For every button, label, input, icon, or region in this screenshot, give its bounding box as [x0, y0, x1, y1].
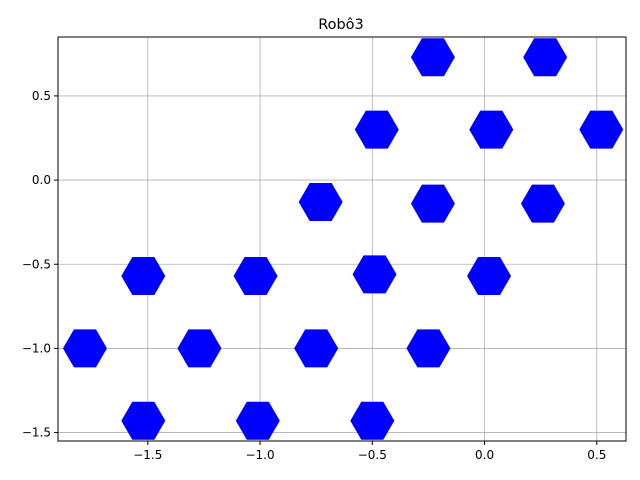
data-point-hexagon [467, 257, 512, 296]
data-markers [62, 38, 624, 440]
data-point-hexagon [233, 257, 278, 296]
data-point-hexagon [121, 257, 166, 296]
data-point-hexagon [352, 255, 397, 294]
y-tick-label: 0.0 [32, 173, 51, 187]
data-point-hexagon [235, 401, 280, 440]
chart-title: Robô3 [318, 17, 364, 33]
data-point-hexagon [410, 184, 455, 223]
data-point-hexagon [121, 401, 166, 440]
axes-frame [57, 36, 627, 442]
x-tick-label: −0.5 [358, 448, 387, 462]
plot-frame [57, 36, 627, 442]
x-tick-label: −1.5 [133, 448, 162, 462]
y-tick-label: −1.0 [22, 341, 51, 355]
data-point-hexagon [410, 38, 455, 77]
data-point-hexagon [294, 329, 339, 368]
data-point-hexagon [523, 38, 568, 77]
y-tick-label: −1.5 [22, 426, 51, 440]
data-point-hexagon [298, 182, 343, 221]
x-tick-label: 0.0 [475, 448, 494, 462]
x-tick-label: −1.0 [245, 448, 274, 462]
x-tick-label: 0.5 [587, 448, 606, 462]
y-tick-label: 0.5 [32, 89, 51, 103]
data-point-hexagon [177, 329, 222, 368]
data-point-hexagon [354, 110, 399, 149]
data-point-hexagon [579, 110, 624, 149]
data-point-hexagon [406, 329, 451, 368]
data-point-hexagon [469, 110, 514, 149]
data-point-hexagon [350, 401, 395, 440]
y-tick-label: −0.5 [22, 257, 51, 271]
data-point-hexagon [62, 329, 107, 368]
ticks: −1.5 −1.0 −0.5 0.0 0.5 −1.5 −1.0 −0.5 0.0 0.5 [22, 89, 607, 462]
data-point-hexagon [520, 184, 565, 223]
